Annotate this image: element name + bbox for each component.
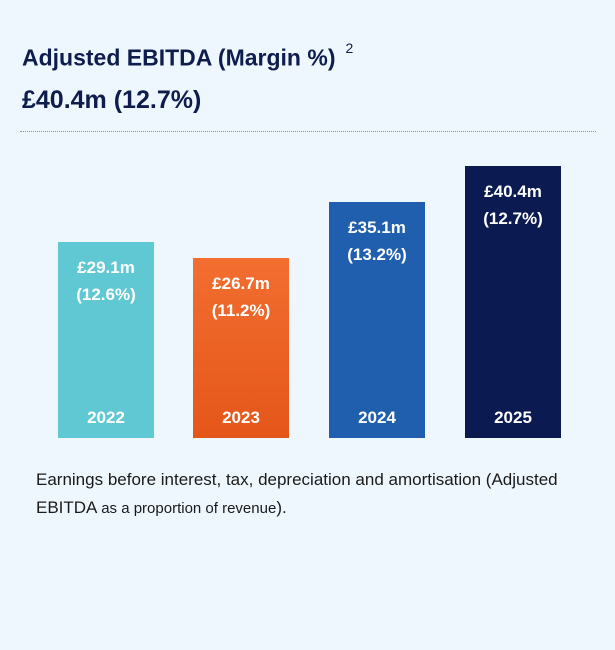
chart-title: Adjusted EBITDA (Margin %) 2	[22, 40, 353, 72]
bar-2022: £29.1m (12.6%) 2022	[58, 242, 154, 438]
data-label: £29.1m (12.6%)	[58, 254, 154, 308]
footnote-ref: 2	[345, 40, 354, 56]
note-end: ).	[276, 498, 287, 517]
data-label: £35.1m (13.2%)	[329, 214, 425, 268]
bar-2025: £40.4m (12.7%) 2025	[465, 166, 561, 438]
margin-label: (12.7%)	[483, 209, 543, 228]
note-small-text: as a proportion of revenue	[101, 500, 277, 517]
margin-label: (12.6%)	[76, 285, 136, 305]
title-text: Adjusted EBITDA (Margin %)	[22, 44, 336, 71]
data-label: £40.4m (12.7%)	[465, 178, 561, 232]
data-label: £26.7m (11.2%)	[193, 270, 289, 324]
bar-chart: £29.1m (12.6%) 2022 £26.7m (11.2%) 2023 £35.1m…	[0, 140, 615, 450]
category-label: 2025	[494, 408, 532, 427]
headline-value: £40.4m (12.7%)	[22, 86, 202, 114]
category-label: 2024	[358, 408, 396, 427]
bar-2024: £35.1m (13.2%) 2024	[329, 201, 425, 438]
category-label: 2023	[222, 408, 260, 427]
category-label: 2022	[87, 408, 125, 427]
value-label: £26.7m	[212, 274, 270, 294]
margin-label: (11.2%)	[211, 301, 271, 321]
divider	[20, 131, 596, 132]
bar-2023: £26.7m (11.2%) 2023	[193, 258, 289, 438]
value-label: £35.1m	[348, 217, 406, 237]
value-label: £40.4m	[484, 182, 542, 201]
chart-note: Earnings before interest, tax, depreciat…	[36, 466, 596, 523]
margin-label: (13.2%)	[347, 244, 407, 264]
value-label: £29.1m	[77, 258, 135, 278]
note-text: Earnings before interest, tax, depreciat…	[36, 470, 558, 517]
